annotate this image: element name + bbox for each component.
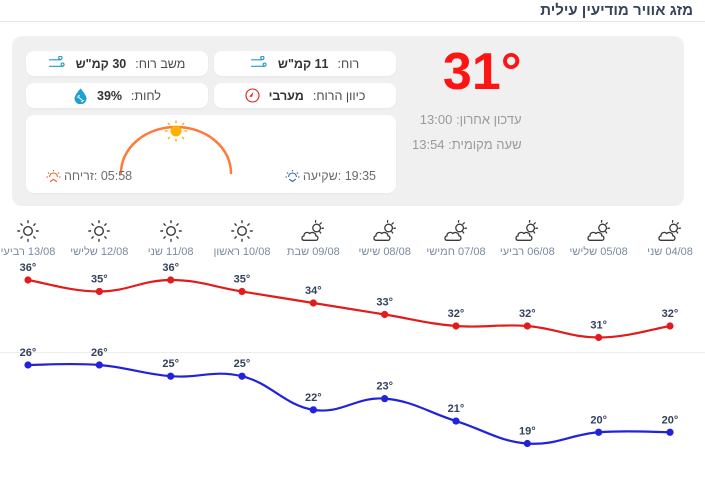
svg-text:32°: 32° [662,308,679,320]
svg-text:31°: 31° [590,320,607,332]
svg-text:21°: 21° [448,403,465,415]
svg-text:26°: 26° [91,347,108,359]
svg-text:32°: 32° [448,308,465,320]
svg-text:20°: 20° [590,414,607,426]
svg-text:19°: 19° [519,425,536,437]
svg-text:20°: 20° [662,414,679,426]
svg-text:25°: 25° [234,358,251,370]
svg-text:22°: 22° [305,392,322,404]
svg-text:35°: 35° [234,274,251,286]
svg-text:33°: 33° [376,297,393,309]
svg-text:26°: 26° [20,347,37,359]
svg-text:35°: 35° [91,274,108,286]
svg-text:23°: 23° [376,381,393,393]
svg-text:34°: 34° [305,285,322,297]
svg-text:25°: 25° [162,358,179,370]
svg-text:36°: 36° [162,262,179,274]
svg-text:36°: 36° [20,262,37,274]
svg-text:32°: 32° [519,308,536,320]
